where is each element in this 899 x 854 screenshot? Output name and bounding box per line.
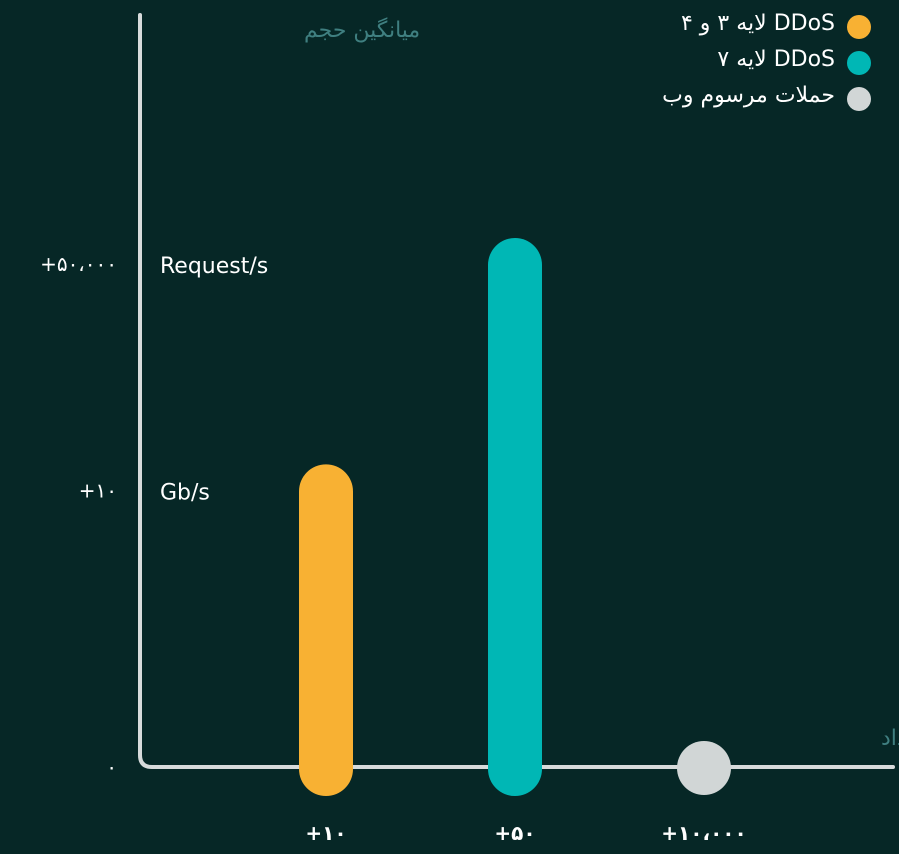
y-axis-title: میانگین حجم — [304, 17, 420, 43]
axis-line — [138, 13, 895, 769]
legend-item-ddos-l3-l4: DDoS لایه ۳ و ۴ — [519, 10, 879, 46]
bar-point — [677, 741, 731, 795]
bar — [488, 238, 542, 796]
x-axis-title: تعداد — [881, 726, 899, 751]
legend: DDoS لایه ۳ و ۴ DDoS لایه ۷ حملات مرسوم … — [519, 10, 879, 118]
y-tick-label: ۰ — [106, 755, 117, 779]
x-tick-label: +۵۰ — [494, 821, 535, 845]
legend-label: حملات مرسوم وب — [662, 83, 835, 108]
legend-swatch — [847, 15, 871, 39]
x-tick-label: +۱۰ — [305, 821, 346, 845]
bar — [299, 464, 353, 796]
x-tick-label: +۱۰،۰۰۰ — [661, 821, 746, 845]
legend-item-web-attacks: حملات مرسوم وب — [519, 82, 879, 118]
legend-label: DDoS لایه ۷ — [717, 47, 835, 72]
legend-swatch — [847, 51, 871, 75]
legend-item-ddos-l7: DDoS لایه ۷ — [519, 46, 879, 82]
y-tick-label: +۵۰،۰۰۰ — [40, 252, 117, 276]
y-unit-label: Gb/s — [160, 480, 210, 505]
legend-label: DDoS لایه ۳ و ۴ — [680, 11, 835, 36]
y-unit-label: Request/s — [160, 254, 268, 279]
legend-swatch — [847, 87, 871, 111]
y-tick-label: +۱۰ — [79, 478, 117, 502]
